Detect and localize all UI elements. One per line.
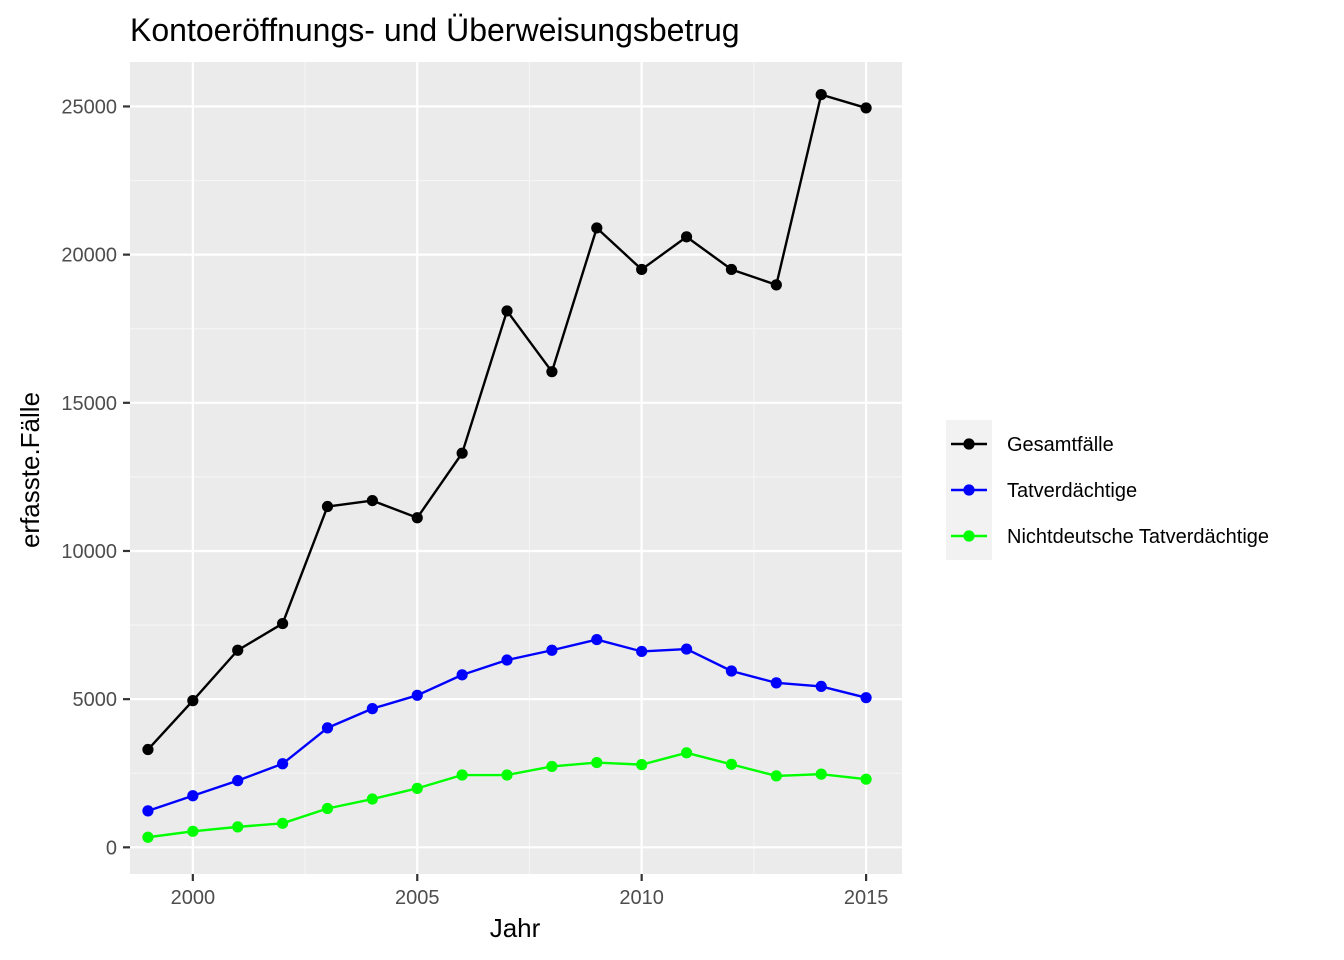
data-point bbox=[187, 695, 199, 707]
x-axis-title: Jahr bbox=[490, 913, 541, 943]
legend-key-point bbox=[963, 484, 975, 496]
x-axis: 2000 2005 2010 2015 bbox=[171, 874, 889, 909]
data-point bbox=[860, 773, 872, 785]
legend-label: Gesamtfälle bbox=[1007, 434, 1114, 456]
data-point bbox=[770, 770, 782, 782]
legend-item: Nichtdeutsche Tatverdächtige bbox=[951, 526, 1269, 548]
data-point bbox=[636, 645, 648, 658]
legend-items: Gesamtfälle Tatverdächtige Nichtdeutsche T… bbox=[951, 434, 1269, 548]
data-point bbox=[142, 805, 154, 817]
chart-title: Kontoeröffnungs- und Überweisungsbetrug bbox=[130, 12, 740, 48]
data-point bbox=[546, 760, 558, 773]
data-point bbox=[725, 263, 738, 276]
legend-label: Tatverdächtige bbox=[1007, 480, 1137, 502]
data-point bbox=[725, 758, 738, 770]
data-point bbox=[232, 644, 244, 656]
data-point bbox=[591, 756, 603, 769]
series-1 bbox=[142, 88, 872, 756]
data-point bbox=[411, 689, 423, 701]
y-tick-label: 25000 bbox=[61, 96, 117, 118]
data-point bbox=[546, 644, 558, 656]
data-series bbox=[142, 88, 872, 843]
data-point bbox=[636, 759, 648, 771]
data-point bbox=[277, 817, 289, 829]
data-point bbox=[277, 758, 289, 770]
y-tick-label: 5000 bbox=[73, 689, 118, 711]
y-tick-label: 0 bbox=[106, 837, 117, 859]
data-point bbox=[321, 722, 334, 734]
data-point bbox=[815, 680, 827, 693]
data-point bbox=[142, 831, 154, 843]
y-axis-title: erfasste.Fälle bbox=[15, 392, 45, 548]
data-point bbox=[456, 769, 468, 781]
data-point bbox=[591, 633, 603, 646]
x-tick-label: 2000 bbox=[171, 887, 216, 909]
data-point bbox=[187, 790, 199, 802]
data-point bbox=[366, 793, 378, 805]
data-point bbox=[142, 743, 154, 756]
data-point bbox=[411, 782, 423, 794]
data-point bbox=[770, 279, 782, 291]
data-point bbox=[411, 512, 423, 524]
data-point bbox=[860, 102, 872, 114]
legend-key-point bbox=[963, 530, 975, 542]
legend-item: Tatverdächtige bbox=[951, 480, 1137, 502]
major-gridlines bbox=[130, 62, 902, 874]
plot-panel-background bbox=[130, 62, 902, 874]
data-point bbox=[546, 366, 558, 378]
data-point bbox=[501, 769, 513, 781]
legend-key-point bbox=[963, 438, 975, 450]
data-point bbox=[591, 222, 603, 234]
data-point bbox=[680, 643, 693, 655]
data-point bbox=[860, 692, 872, 704]
data-point bbox=[456, 669, 468, 681]
data-point bbox=[456, 447, 468, 459]
data-point bbox=[321, 500, 334, 513]
legend-label: Nichtdeutsche Tatverdächtige bbox=[1007, 526, 1269, 548]
x-tick-label: 2010 bbox=[619, 887, 664, 909]
data-point bbox=[725, 665, 738, 677]
data-point bbox=[680, 231, 693, 243]
series-3 bbox=[142, 747, 872, 843]
plot-panel bbox=[130, 62, 902, 874]
legend: Gesamtfälle Tatverdächtige Nichtdeutsche T… bbox=[946, 420, 1269, 560]
data-point bbox=[366, 703, 378, 715]
x-tick-label: 2005 bbox=[395, 887, 440, 909]
data-point bbox=[815, 768, 827, 780]
legend-item: Gesamtfälle bbox=[951, 434, 1114, 456]
y-tick-label: 15000 bbox=[61, 393, 117, 415]
data-point bbox=[321, 802, 334, 815]
data-point bbox=[815, 88, 827, 101]
data-point bbox=[187, 825, 199, 837]
x-tick-label: 2015 bbox=[844, 887, 889, 909]
series-2 bbox=[142, 633, 872, 817]
data-point bbox=[232, 775, 244, 787]
data-point bbox=[366, 494, 378, 507]
data-point bbox=[501, 654, 513, 666]
data-point bbox=[277, 617, 289, 630]
data-point bbox=[680, 747, 693, 759]
data-point bbox=[501, 305, 513, 317]
data-point bbox=[636, 263, 648, 276]
data-point bbox=[232, 821, 244, 833]
y-tick-label: 10000 bbox=[61, 541, 117, 563]
y-axis: 0 5000 10000 15000 20000 25000 bbox=[61, 96, 130, 859]
data-point bbox=[770, 677, 782, 689]
y-tick-label: 20000 bbox=[61, 245, 117, 267]
